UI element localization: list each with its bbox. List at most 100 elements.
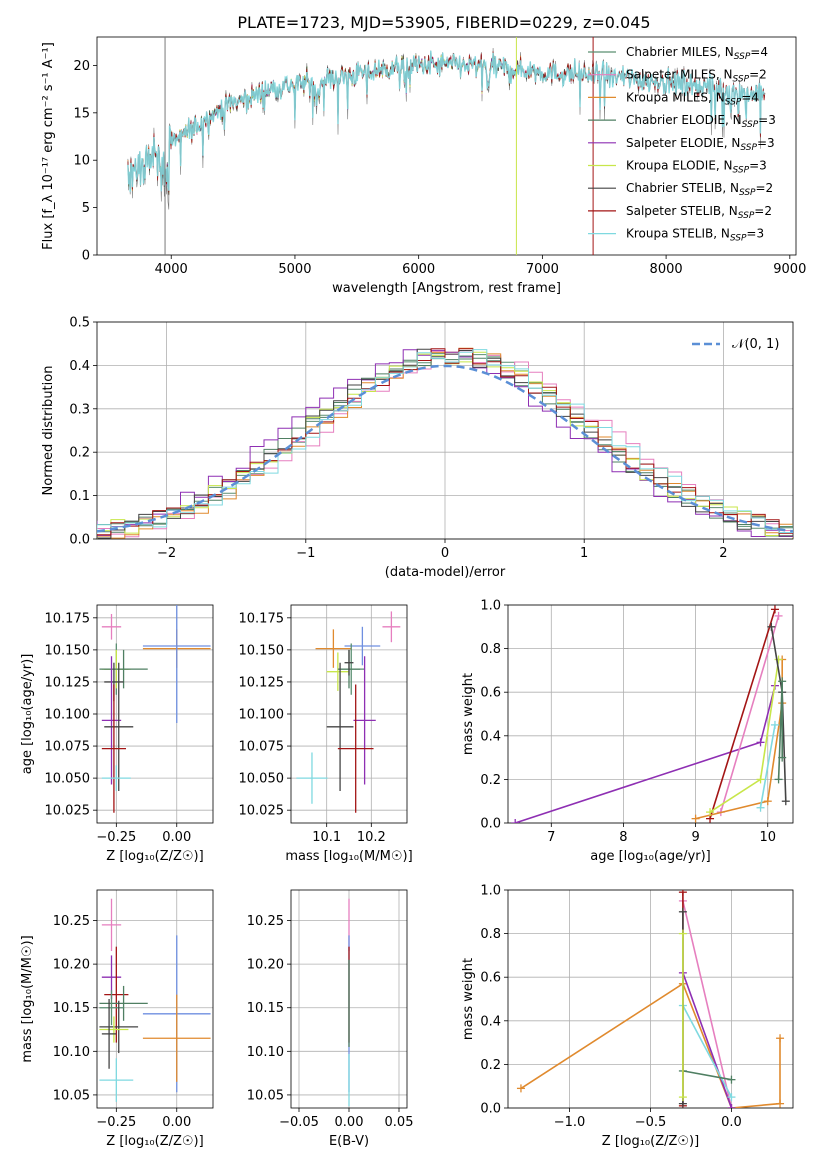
x-tick-label: −2 [157, 546, 176, 561]
legend-value: =3 [757, 136, 775, 150]
weight-line [514, 685, 776, 823]
y-tick-label: 1.0 [480, 884, 501, 899]
weight-line [720, 615, 780, 813]
x-tick-label: 0.00 [162, 830, 191, 845]
legend-ssp: SSP [739, 188, 756, 198]
spectrum-axes: 4000 5000 6000 7000 8000 9000 0 5 10 15 20 waveleng… [41, 36, 806, 296]
x-axis-title: E(B-V) [329, 1134, 369, 1149]
y-tick-label: 0.8 [480, 642, 501, 657]
y-tick-label: 10 [73, 154, 90, 169]
age_vs_mass-points [296, 611, 401, 813]
x-tick-label: 9000 [773, 262, 806, 277]
legend-name: Chabrier ELODIE, [626, 113, 733, 127]
weight-line [695, 659, 783, 820]
legend-entry: Salpeter MILES, NSSP=2 [626, 68, 767, 85]
legend-entry: Chabrier MILES, NSSP=4 [626, 45, 768, 62]
y-tick-label: 0.6 [480, 686, 501, 701]
y-tick-label: 10.125 [239, 675, 285, 690]
x-axis-title: mass [log₁₀(M/M☉)] [285, 849, 412, 864]
legend-name: Kroupa STELIB, [626, 227, 721, 241]
x-tick-label: 1 [580, 546, 588, 561]
x-tick-label: −0.25 [96, 1115, 136, 1130]
y-tick-label: 10.075 [45, 740, 91, 755]
y-tick-label: 20 [73, 59, 90, 74]
y-axis-title: age [log₁₀(age/yr)] [20, 654, 35, 775]
y-tick-label: 10.15 [53, 1001, 90, 1016]
residuals-axes: −2 −1 0 1 2 0.0 0.1 0.2 0.3 0.4 0.5 (data-model)/er… [41, 316, 794, 580]
x-tick-label: −1 [296, 546, 315, 561]
y-tick-label: 10.10 [53, 1045, 90, 1060]
legend-name: Kroupa MILES, [626, 90, 716, 104]
legend-ssp: SSP [733, 75, 750, 85]
legend-n: N [724, 159, 733, 173]
histogram-kroupa-stelib [97, 349, 793, 534]
legend-n: N [729, 204, 738, 218]
legend-n: N [724, 68, 733, 82]
legend-ssp: SSP [725, 97, 742, 107]
y-tick-label: 10.05 [247, 1088, 284, 1103]
y-tick-label: 0.5 [69, 316, 90, 331]
legend-name: Salpeter ELODIE, [626, 136, 731, 150]
x-tick-label: −0.25 [96, 830, 136, 845]
legend-n: N [716, 90, 725, 104]
weight-line [709, 609, 776, 819]
x-tick-label: 8000 [650, 262, 683, 277]
y-tick-label: 0.0 [69, 533, 90, 548]
mass_vs_Z-points [99, 898, 211, 1102]
x-tick-label: 9 [691, 830, 699, 845]
y-tick-label: 0.2 [480, 773, 501, 788]
age_vs_Z-axes: −0.25 0.00 10.025 10.050 10.075 10.100 10.125 1… [20, 604, 214, 864]
y-axis-title: mass weight [461, 958, 476, 1040]
weight-line [520, 982, 781, 1108]
x-tick-label: 10.1 [312, 830, 341, 845]
legend-entry: Kroupa MILES, NSSP=4 [626, 90, 759, 107]
x-axis-title: age [log₁₀(age/yr)] [590, 849, 711, 864]
legend-value: =4 [741, 90, 759, 104]
legend-value: =3 [758, 113, 776, 127]
legend-name: Salpeter MILES, [626, 68, 724, 82]
x-tick-label: −0.05 [279, 1115, 319, 1130]
weight_vs_age-axes: 7 8 9 10 0.0 0.2 0.4 0.6 0.8 1.0 age [log₁₀(age/yr… [461, 599, 794, 864]
y-tick-label: 10.075 [239, 740, 285, 755]
y-tick-label: 0.1 [69, 489, 90, 504]
y-tick-label: 10.25 [53, 914, 90, 929]
y-tick-label: 0.8 [480, 927, 501, 942]
x-tick-label: 0.05 [385, 1115, 414, 1130]
x-tick-label: 0 [441, 546, 449, 561]
weight_vs_Z-axes: −1.0 −0.5 0.0 0.0 0.2 0.4 0.6 0.8 1.0 Z [log₁₀(Z/… [461, 884, 794, 1149]
y-tick-label: 10.20 [53, 958, 90, 973]
y-tick-label: 0.4 [69, 359, 90, 374]
legend-value: =2 [754, 204, 772, 218]
mass_vs_Z-frame [96, 889, 214, 1109]
legend-name: Salpeter STELIB, [626, 204, 729, 218]
x-tick-label: 7000 [526, 262, 559, 277]
weight-line [682, 972, 733, 1108]
age_vs_Z-points [99, 605, 211, 813]
legend-value: =3 [746, 227, 764, 241]
age_vs_mass-axes: 10.1 10.2 10.025 10.050 10.075 10.100 10.125 10… [239, 604, 413, 864]
y-tick-label: 0.6 [480, 971, 501, 986]
legend-entry: Kroupa ELODIE, NSSP=3 [626, 159, 767, 176]
x-tick-label: 0.0 [721, 1115, 742, 1130]
y-tick-label: 0.2 [69, 446, 90, 461]
x-tick-label: 2 [719, 546, 727, 561]
legend-entry: Chabrier STELIB, NSSP=2 [626, 181, 773, 198]
weight-line [682, 900, 733, 1108]
y-tick-label: 0.4 [480, 1014, 501, 1029]
x-tick-label: 4000 [155, 262, 188, 277]
legend-value: =2 [749, 68, 767, 82]
y-tick-label: 10.025 [239, 804, 285, 819]
legend-entry: Chabrier ELODIE, NSSP=3 [626, 113, 776, 130]
legend-n: N [730, 181, 739, 195]
legend-n: N [733, 113, 742, 127]
legend-entry: Salpeter STELIB, NSSP=2 [626, 204, 772, 221]
legend-value: =4 [750, 45, 768, 59]
y-axis-title: mass [log₁₀(M/M☉)] [20, 935, 35, 1062]
y-tick-label: 10.100 [239, 708, 285, 723]
page-title: PLATE=1723, MJD=53905, FIBERID=0229, z=0… [237, 13, 650, 32]
legend-entry: Kroupa STELIB, NSSP=3 [626, 227, 764, 244]
legend-name: Kroupa ELODIE, [626, 159, 724, 173]
weight-line [777, 681, 783, 780]
legend-n: N [721, 227, 730, 241]
